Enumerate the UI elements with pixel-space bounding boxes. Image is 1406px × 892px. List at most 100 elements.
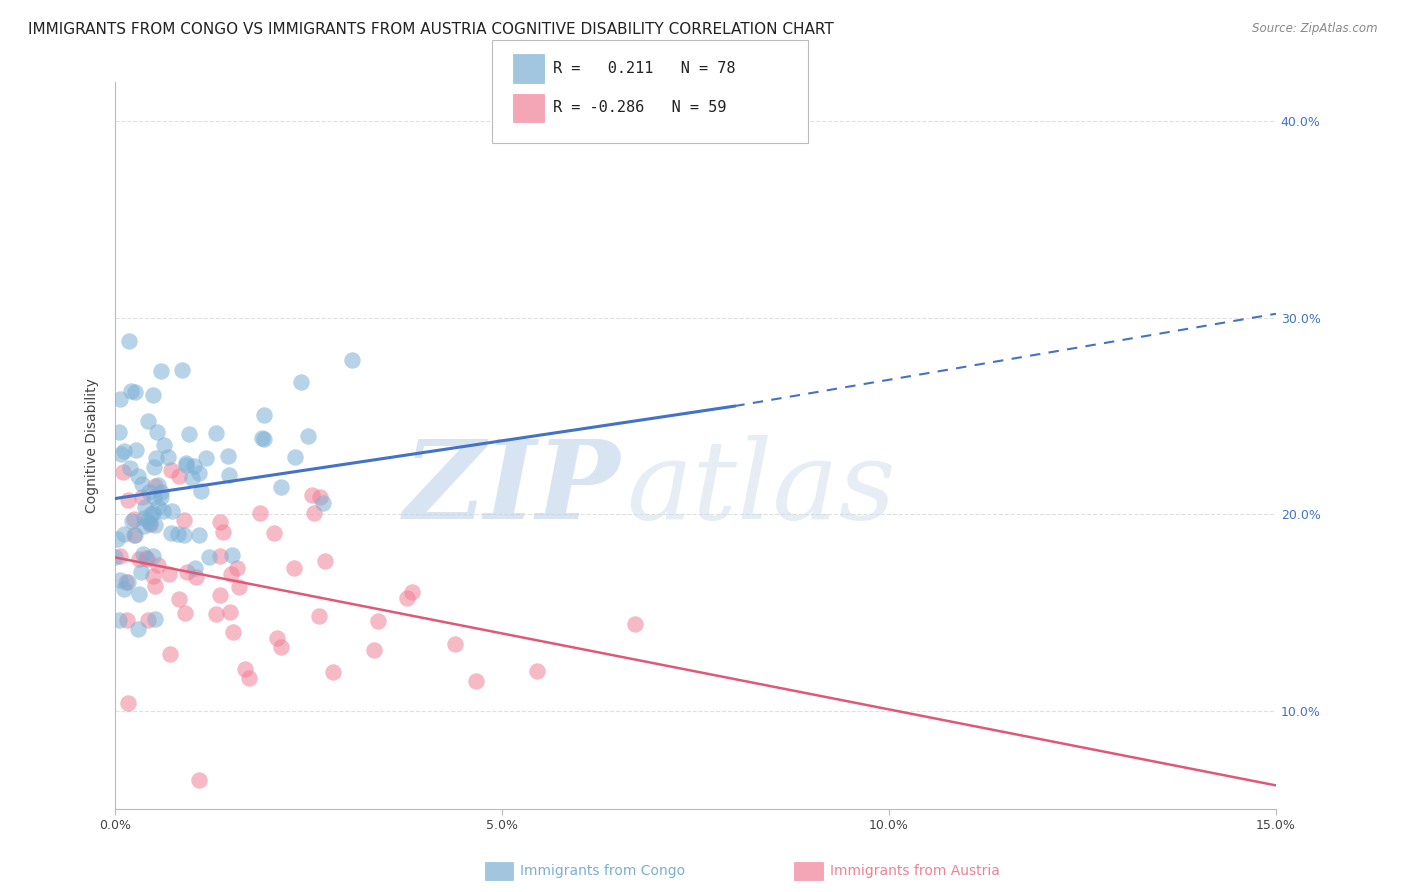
- Point: [401, 584, 423, 599]
- Point: [112, 443, 135, 458]
- Point: [148, 477, 170, 491]
- Point: [122, 528, 145, 542]
- Point: [131, 565, 153, 579]
- Point: [136, 551, 159, 566]
- Point: [186, 570, 208, 584]
- Point: [152, 504, 174, 518]
- Point: [208, 549, 231, 563]
- Point: [120, 460, 142, 475]
- Point: [142, 388, 165, 402]
- Point: [146, 425, 169, 440]
- Point: [176, 456, 198, 470]
- Point: [138, 516, 160, 530]
- Point: [219, 605, 242, 619]
- Point: [187, 467, 209, 481]
- Point: [142, 506, 165, 520]
- Point: [131, 476, 153, 491]
- Point: [250, 431, 273, 445]
- Text: IMMIGRANTS FROM CONGO VS IMMIGRANTS FROM AUSTRIA COGNITIVE DISABILITY CORRELATIO: IMMIGRANTS FROM CONGO VS IMMIGRANTS FROM…: [28, 22, 834, 37]
- Point: [117, 696, 139, 710]
- Point: [143, 579, 166, 593]
- Point: [308, 490, 330, 504]
- Point: [150, 364, 173, 378]
- Point: [238, 671, 260, 685]
- Text: Immigrants from Austria: Immigrants from Austria: [830, 863, 1000, 878]
- Point: [122, 512, 145, 526]
- Point: [266, 631, 288, 645]
- Point: [111, 465, 134, 479]
- Text: R = -0.286   N = 59: R = -0.286 N = 59: [553, 101, 725, 115]
- Text: Immigrants from Congo: Immigrants from Congo: [520, 863, 685, 878]
- Text: R =   0.211   N = 78: R = 0.211 N = 78: [553, 62, 735, 76]
- Point: [205, 607, 228, 621]
- Point: [249, 506, 271, 520]
- Point: [253, 408, 276, 422]
- Point: [177, 426, 200, 441]
- Point: [290, 375, 312, 389]
- Point: [221, 548, 243, 562]
- Point: [270, 480, 292, 494]
- Point: [253, 432, 276, 446]
- Point: [156, 450, 179, 465]
- Point: [132, 547, 155, 561]
- Point: [145, 518, 167, 533]
- Point: [150, 485, 173, 500]
- Point: [301, 488, 323, 502]
- Point: [127, 623, 149, 637]
- Point: [115, 574, 138, 589]
- Point: [142, 460, 165, 475]
- Point: [395, 591, 418, 605]
- Point: [160, 503, 183, 517]
- Point: [141, 549, 163, 564]
- Point: [228, 580, 250, 594]
- Point: [363, 642, 385, 657]
- Point: [121, 514, 143, 528]
- Point: [219, 567, 242, 582]
- Point: [138, 484, 160, 499]
- Point: [136, 414, 159, 428]
- Point: [166, 526, 188, 541]
- Point: [226, 560, 249, 574]
- Point: [104, 549, 127, 564]
- Point: [117, 574, 139, 589]
- Point: [135, 551, 157, 566]
- Point: [118, 334, 141, 348]
- Point: [145, 451, 167, 466]
- Point: [174, 458, 197, 472]
- Point: [143, 612, 166, 626]
- Point: [443, 638, 465, 652]
- Point: [314, 554, 336, 568]
- Point: [367, 614, 389, 628]
- Point: [222, 624, 245, 639]
- Point: [117, 613, 139, 627]
- Point: [112, 582, 135, 596]
- Point: [134, 500, 156, 515]
- Point: [139, 517, 162, 532]
- Text: Source: ZipAtlas.com: Source: ZipAtlas.com: [1253, 22, 1378, 36]
- Point: [159, 647, 181, 661]
- Point: [322, 665, 344, 679]
- Point: [121, 384, 143, 398]
- Point: [173, 513, 195, 527]
- Point: [110, 447, 132, 461]
- Point: [142, 569, 165, 583]
- Point: [132, 518, 155, 533]
- Point: [146, 500, 169, 514]
- Point: [132, 510, 155, 524]
- Point: [170, 363, 193, 377]
- Point: [160, 463, 183, 477]
- Point: [270, 640, 292, 654]
- Point: [136, 613, 159, 627]
- Point: [184, 561, 207, 575]
- Point: [283, 561, 305, 575]
- Text: atlas: atlas: [626, 435, 896, 543]
- Point: [218, 468, 240, 483]
- Point: [138, 513, 160, 527]
- Point: [153, 438, 176, 452]
- Point: [117, 493, 139, 508]
- Point: [146, 558, 169, 572]
- Y-axis label: Cognitive Disability: Cognitive Disability: [86, 378, 100, 513]
- Point: [198, 549, 221, 564]
- Point: [211, 525, 233, 540]
- Point: [108, 392, 131, 406]
